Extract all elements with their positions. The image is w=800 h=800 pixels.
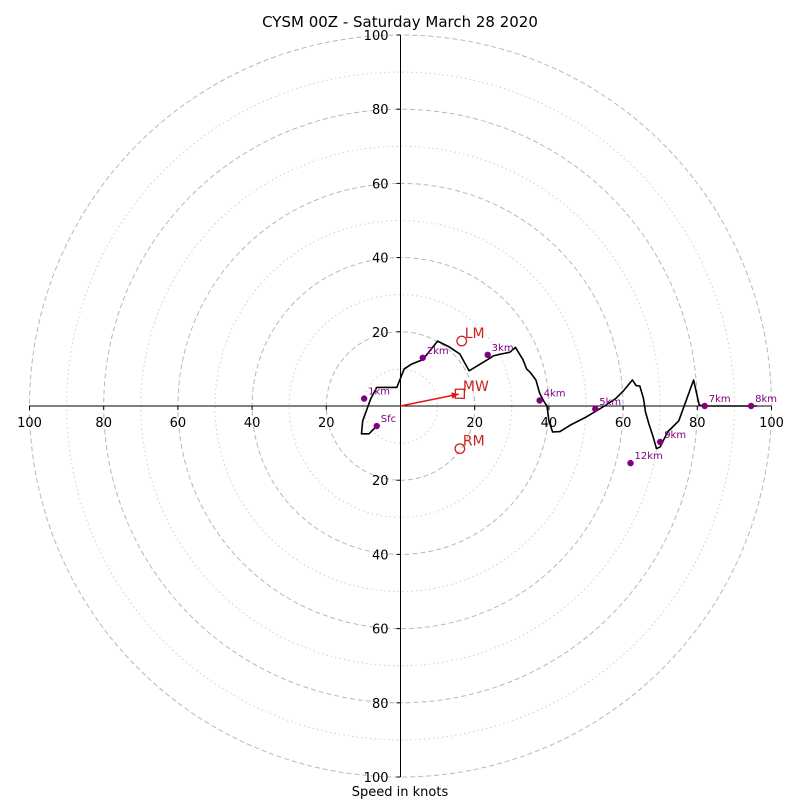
height-marker-3km — [484, 351, 491, 359]
height-marker-1km — [360, 395, 368, 402]
height-marker-5km — [592, 405, 599, 413]
x-tick-label: 60 — [615, 416, 632, 431]
x-tick-label: 20 — [466, 416, 483, 431]
height-label-5km: 5km — [599, 397, 621, 408]
storm-marker-mw — [454, 388, 466, 399]
y-tick-label: 60 — [372, 623, 389, 638]
height-marker-12km — [627, 459, 634, 467]
x-tick-label: 20 — [318, 416, 335, 431]
x-tick-label: 80 — [689, 416, 706, 431]
storm-label-rm: RM — [463, 434, 485, 450]
y-tick-label: 80 — [372, 697, 389, 712]
height-label-7km: 7km — [709, 394, 731, 405]
height-marker-sfc — [373, 422, 380, 430]
height-label-1km: 1km — [368, 387, 390, 398]
storm-label-lm: LM — [465, 326, 485, 342]
height-marker-7km — [701, 402, 708, 410]
x-tick-label: 100 — [759, 416, 784, 431]
height-marker-8km — [747, 402, 755, 410]
storm-motion-layer: LM MW RM — [400, 326, 489, 455]
y-tick-label: 20 — [372, 326, 389, 341]
height-label-sfc: Sfc — [381, 414, 396, 425]
height-label-9km: 9km — [664, 430, 686, 441]
height-marker-4km — [536, 397, 543, 404]
height-marker-9km — [657, 438, 664, 446]
y-tick-label: 40 — [372, 252, 389, 267]
mean-wind-arrow-shaft — [400, 393, 459, 407]
chart-title: CYSM 00Z - Saturday March 28 2020 — [262, 13, 538, 31]
y-tick-label: 20 — [372, 474, 389, 489]
height-label-3km: 3km — [492, 343, 514, 354]
y-tick-label: 100 — [364, 771, 389, 786]
wind-profile-layer — [360, 340, 757, 450]
wind-profile-line — [360, 340, 757, 450]
height-marker-2km — [419, 354, 426, 361]
y-tick-label: 80 — [372, 103, 389, 118]
y-tick-label: 100 — [364, 29, 389, 44]
x-tick-label: 40 — [244, 416, 261, 431]
height-label-8km: 8km — [755, 394, 777, 405]
y-tick-label: 40 — [372, 548, 389, 563]
storm-label-mw: MW — [463, 379, 489, 395]
y-tick-label: 60 — [372, 177, 389, 192]
storm-marker-lm — [456, 335, 468, 347]
x-tick-label: 100 — [17, 416, 42, 431]
x-tick-label: 40 — [541, 416, 558, 431]
x-tick-label: 80 — [95, 416, 112, 431]
height-label-4km: 4km — [544, 388, 566, 399]
storm-marker-rm — [454, 443, 466, 455]
x-tick-label: 60 — [170, 416, 187, 431]
height-label-12km: 12km — [635, 451, 663, 462]
tick-labels: 100 80 60 40 20 20 40 60 80 100 100 80 60 40 20 20 40 60 8… — [17, 29, 784, 786]
height-label-2km: 2km — [427, 346, 449, 357]
x-axis-label: Speed in knots — [352, 785, 449, 800]
